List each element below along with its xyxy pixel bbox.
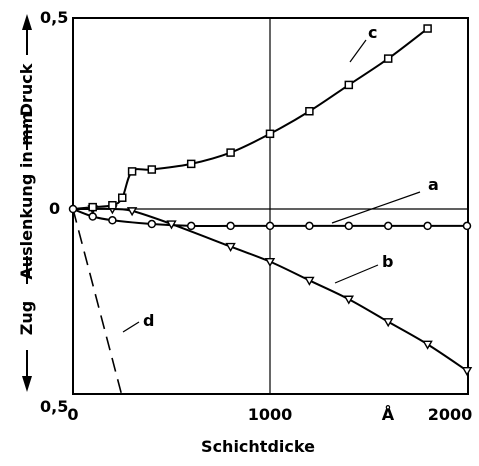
series-b-point <box>126 207 138 217</box>
series-a-label: a <box>428 175 439 194</box>
series-a-point <box>108 216 117 225</box>
x-tick-0: 0 <box>67 405 78 424</box>
series-a-point <box>305 221 314 231</box>
origin-point <box>68 204 78 214</box>
x-tick-1000: 1000 <box>248 405 293 424</box>
series-a-point <box>147 219 157 229</box>
y-tick-bottom: 0,5 <box>40 397 68 416</box>
series-a-point <box>462 221 472 231</box>
series-b-leader <box>334 264 379 284</box>
series-c-point <box>186 159 196 169</box>
y-axis-druck-label: Druck <box>17 63 36 116</box>
series-c-point <box>108 200 117 210</box>
series-c-leader <box>349 39 367 63</box>
series-c-point <box>265 129 275 139</box>
y-tick-zero: 0 <box>49 199 60 218</box>
series-b-point <box>304 276 315 286</box>
series-a-point <box>344 221 354 231</box>
series-c-label: c <box>368 23 377 42</box>
series-b-point <box>225 242 236 253</box>
series-b-point <box>422 340 433 350</box>
series-c-point <box>383 54 393 63</box>
series-a-leader <box>331 191 421 224</box>
series-a-point <box>383 221 393 231</box>
series-b-label: b <box>382 252 393 271</box>
y-axis-zug-label: Zug <box>17 301 36 335</box>
series-a-point <box>265 221 275 231</box>
series-a-point <box>226 221 235 231</box>
series-a-point <box>186 221 196 231</box>
series-layer <box>68 24 473 398</box>
series-c-point <box>344 80 354 90</box>
series-b <box>73 205 473 377</box>
series-c-point <box>118 193 127 202</box>
series-c-point <box>147 165 157 174</box>
series-c-point <box>88 202 97 212</box>
series-d-leader <box>122 321 140 333</box>
series-b-point <box>382 318 394 328</box>
series-b-point <box>166 220 177 230</box>
series-c-point <box>226 148 235 157</box>
x-unit-label: Å <box>382 405 395 424</box>
x-tick-2000: 2000 <box>428 405 473 424</box>
y-tick-top: 0,5 <box>40 8 68 27</box>
series-d <box>72 208 124 398</box>
series-d-line <box>72 208 124 398</box>
series-c <box>72 24 432 212</box>
series-d-label: d <box>143 311 154 330</box>
x-axis-title: Schichtdicke <box>201 437 315 456</box>
y-axis-title: Auslenkung in mm <box>17 112 36 279</box>
series-b-point <box>264 257 276 268</box>
series-c-line <box>72 27 429 210</box>
series-b-point <box>343 295 355 305</box>
arrow-down-icon <box>22 376 32 392</box>
series-c-point <box>127 167 137 176</box>
series-label-layer: a b c d <box>122 23 439 333</box>
series-b-point <box>461 366 473 377</box>
series-c-point <box>305 106 314 116</box>
y-axis-title-group: Auslenkung in mm Druck Zug <box>17 14 36 392</box>
arrow-up-icon <box>22 14 32 30</box>
series-a-point <box>423 221 432 231</box>
series-c-point <box>423 24 432 33</box>
